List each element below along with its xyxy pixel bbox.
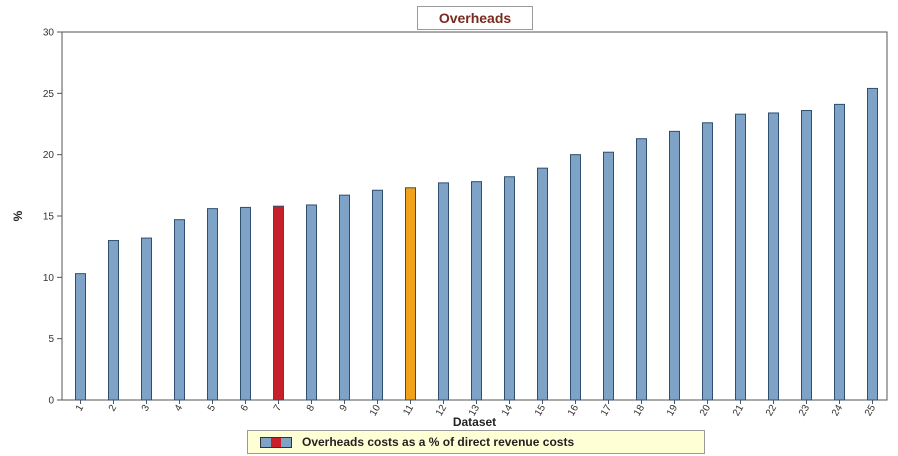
- x-axis-title: Dataset: [453, 415, 496, 429]
- x-tick-label: 7: [272, 403, 285, 414]
- x-tick-label: 21: [731, 403, 746, 419]
- x-tick-label: 8: [305, 403, 318, 414]
- bars: [75, 87, 878, 401]
- bar-12: [438, 182, 449, 401]
- legend-swatch-highlight: [271, 437, 281, 447]
- bar-15: [537, 167, 548, 401]
- legend-swatch: [260, 436, 292, 448]
- y-tick-label: 15: [43, 212, 55, 223]
- x-tick-label: 24: [830, 403, 845, 419]
- y-tick-label: 25: [43, 89, 55, 100]
- y-tick-label: 0: [48, 396, 54, 407]
- x-tick-label: 22: [764, 403, 779, 419]
- x-tick-label: 4: [173, 403, 186, 414]
- bar-7: [273, 205, 284, 401]
- x-tick-label: 13: [467, 403, 482, 419]
- bar-6: [240, 206, 251, 401]
- x-tick-label: 5: [206, 403, 219, 414]
- bar-19: [669, 130, 680, 401]
- y-tick-label: 10: [43, 273, 55, 284]
- x-tick-label: 6: [239, 403, 252, 414]
- y-tick-label: 20: [43, 150, 55, 161]
- chart-title: Overheads: [417, 6, 533, 30]
- x-tick-label: 15: [533, 403, 548, 419]
- x-tick-label: 12: [434, 403, 449, 419]
- legend-swatch-default-2: [281, 437, 291, 447]
- bar-10: [372, 189, 383, 401]
- x-tick-label: 2: [107, 403, 120, 414]
- y-tick-label: 5: [48, 334, 54, 345]
- bar-18: [636, 138, 647, 401]
- bar-25: [867, 87, 878, 401]
- x-tick-label: 1: [74, 403, 87, 414]
- legend-swatch-default: [261, 437, 271, 447]
- bar-16: [570, 154, 581, 401]
- bar-1: [75, 273, 86, 401]
- bar-13: [471, 181, 482, 401]
- y-tick-label: 30: [43, 28, 55, 39]
- bar-9: [339, 194, 350, 401]
- legend: Overheads costs as a % of direct revenue…: [247, 430, 705, 454]
- bar-22: [768, 112, 779, 401]
- x-tick-label: 23: [797, 403, 812, 419]
- x-tick-label: 10: [368, 403, 383, 419]
- x-tick-label: 3: [140, 403, 153, 414]
- bar-2: [108, 240, 119, 401]
- x-tick-label: 11: [401, 403, 416, 418]
- x-tick-label: 18: [632, 403, 647, 419]
- x-tick-label: 19: [665, 403, 680, 419]
- x-tick-label: 25: [863, 403, 878, 419]
- bar-17: [603, 151, 614, 401]
- x-tick-label: 14: [500, 403, 515, 419]
- bar-24: [834, 103, 845, 401]
- bar-14: [504, 176, 515, 401]
- x-tick-label: 9: [338, 403, 351, 414]
- x-tick-label: 17: [599, 403, 614, 419]
- bar-5: [207, 208, 218, 401]
- legend-label: Overheads costs as a % of direct revenue…: [302, 435, 575, 449]
- bar-23: [801, 110, 812, 401]
- bar-21: [735, 113, 746, 401]
- bar-20: [702, 122, 713, 401]
- bar-11: [405, 187, 416, 401]
- bar-3: [141, 237, 152, 401]
- y-axis-title: %: [11, 210, 25, 221]
- bar-4: [174, 219, 185, 401]
- x-tick-label: 20: [698, 403, 713, 419]
- x-tick-label: 16: [566, 403, 581, 419]
- bar-8: [306, 204, 317, 401]
